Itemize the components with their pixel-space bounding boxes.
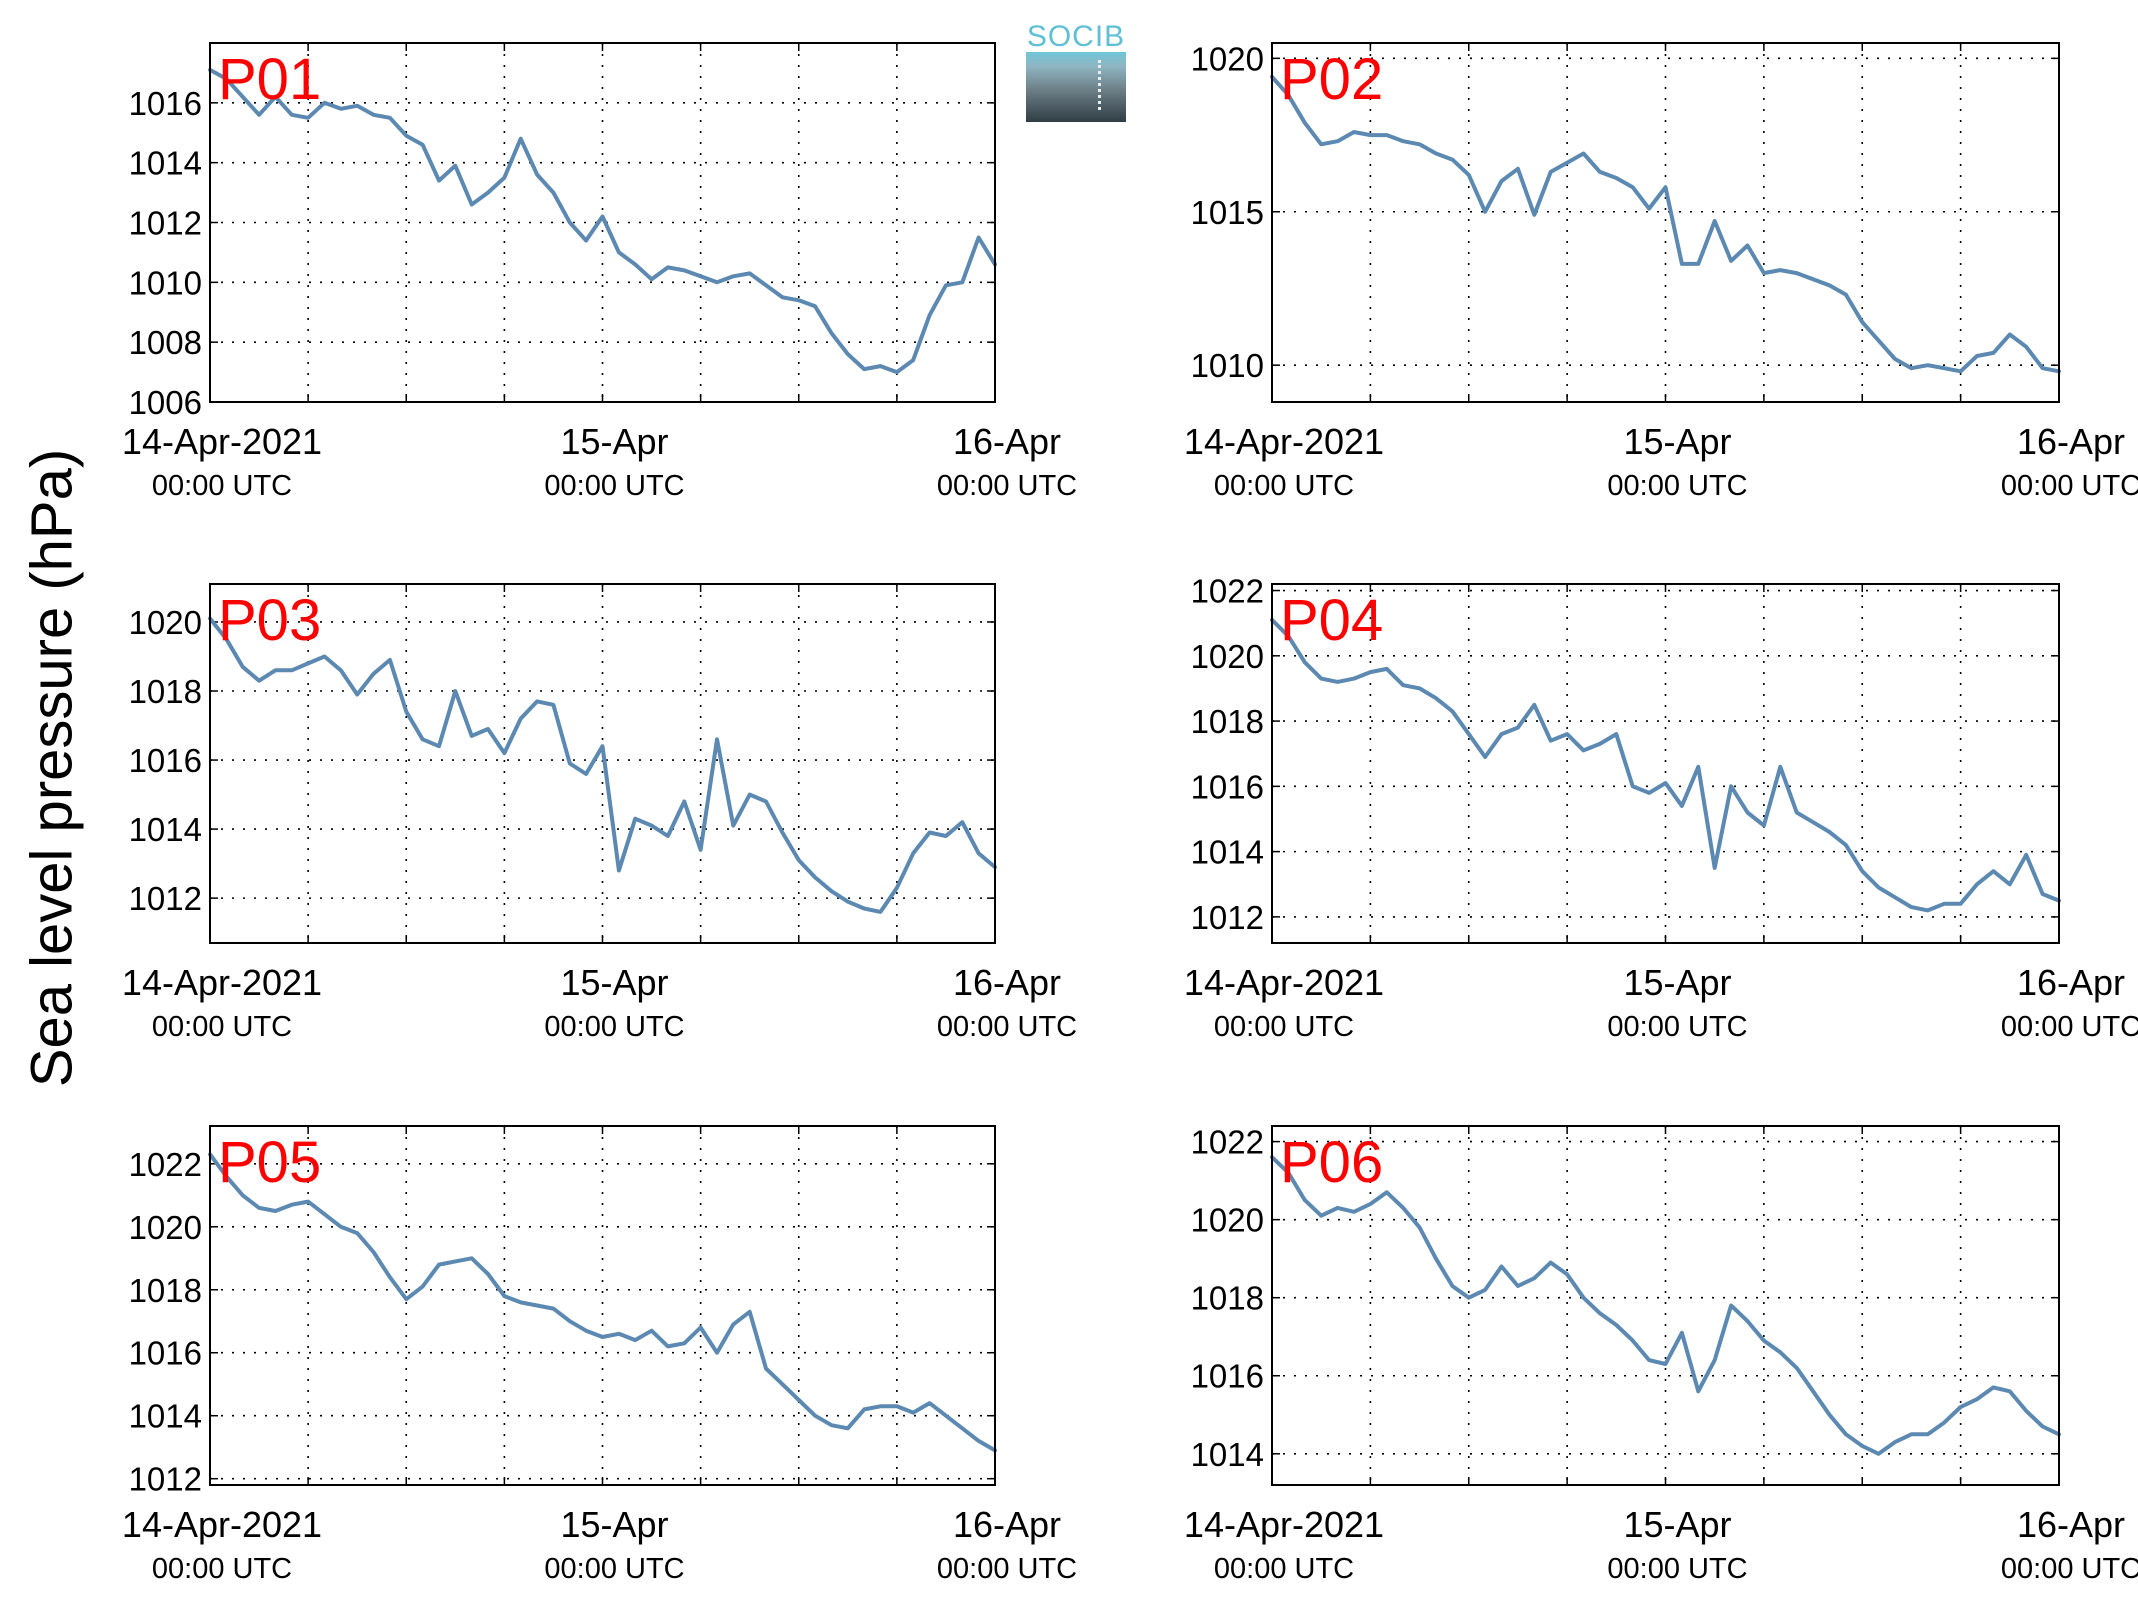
panel-p04: 1012 1014 1016 1018 1020 1022 P04 14-Apr-2021 00…	[1184, 573, 2138, 1043]
y-tick-label: 1012	[1191, 899, 1264, 936]
x-tick-label-time: 00:00 UTC	[1214, 1011, 1354, 1043]
x-tick-label-time: 00:00 UTC	[152, 1011, 292, 1043]
x-tick-label-time: 00:00 UTC	[544, 1011, 684, 1043]
station-label: P06	[1280, 1130, 1383, 1195]
y-tick-label: 1010	[129, 264, 202, 301]
x-tick-label-date: 15-Apr	[1623, 421, 1731, 462]
x-tick-label-date: 16-Apr	[2017, 962, 2125, 1003]
logo-text: SOCIB	[1026, 20, 1126, 53]
logo-graphic	[1026, 52, 1126, 122]
axes-frame	[209, 1125, 996, 1486]
x-tick-label-date: 15-Apr	[1623, 962, 1731, 1003]
x-tick-label-time: 00:00 UTC	[2001, 1553, 2138, 1585]
y-tick-label: 1014	[129, 1398, 202, 1435]
x-tick-label-time: 00:00 UTC	[1607, 1011, 1747, 1043]
x-tick-label-time: 00:00 UTC	[1607, 470, 1747, 502]
x-tick-label-time: 00:00 UTC	[937, 470, 1077, 502]
x-tick-label-time: 00:00 UTC	[937, 1011, 1077, 1043]
y-tick-label: 1020	[1191, 638, 1264, 675]
pressure-series-line	[208, 1152, 997, 1453]
x-tick-label-time: 00:00 UTC	[544, 1553, 684, 1585]
axes-frame	[209, 42, 996, 403]
axes-frame	[1271, 583, 2060, 944]
axes-frame	[209, 583, 996, 944]
pressure-series-line	[1270, 1155, 2061, 1456]
logo-dash	[1098, 60, 1101, 110]
x-tick-label-date: 14-Apr-2021	[1184, 1504, 1384, 1545]
pressure-series-line	[1270, 74, 2061, 374]
pressure-series-line	[208, 616, 997, 914]
y-tick-label: 1022	[1191, 1124, 1264, 1161]
y-tick-label: 1014	[129, 811, 202, 848]
x-tick-label-date: 15-Apr	[1623, 1504, 1731, 1545]
y-tick-label: 1012	[129, 205, 202, 242]
pressure-series-line	[208, 67, 997, 375]
y-tick-label: 1020	[1191, 40, 1264, 77]
y-tick-label: 1014	[129, 145, 202, 182]
y-tick-label: 1015	[1191, 194, 1264, 231]
socib-logo: SOCIB	[1026, 20, 1126, 122]
y-tick-label: 1016	[129, 742, 202, 779]
pressure-series-line	[1270, 617, 2061, 913]
x-tick-label-date: 16-Apr	[953, 962, 1061, 1003]
y-tick-label: 1012	[129, 1461, 202, 1498]
x-tick-label-time: 00:00 UTC	[2001, 470, 2138, 502]
y-tick-label: 1016	[129, 1335, 202, 1372]
panel-p05: 1012 1014 1016 1018 1020 1022 P05 14-Apr-2021 00…	[122, 1125, 1077, 1585]
station-label: P05	[218, 1130, 321, 1195]
panel-p06: 1014 1016 1018 1020 1022 P06 14-Apr-2021 00:00 …	[1184, 1124, 2138, 1585]
y-tick-label: 1014	[1191, 1436, 1264, 1473]
x-tick-label-date: 14-Apr-2021	[1184, 421, 1384, 462]
x-tick-label-date: 15-Apr	[560, 1504, 668, 1545]
x-tick-label-date: 16-Apr	[953, 1504, 1061, 1545]
y-tick-label: 1010	[1191, 347, 1264, 384]
y-tick-label: 1016	[1191, 1358, 1264, 1395]
y-tick-label: 1008	[129, 324, 202, 361]
x-tick-label-time: 00:00 UTC	[544, 470, 684, 502]
y-tick-label: 1022	[1191, 573, 1264, 610]
x-tick-label-date: 15-Apr	[560, 421, 668, 462]
x-tick-label-time: 00:00 UTC	[1214, 1553, 1354, 1585]
station-label: P02	[1280, 47, 1383, 112]
panel-p03: 1012 1014 1016 1018 1020 P03 14-Apr-2021 00:00 …	[122, 583, 1077, 1043]
x-tick-label-date: 14-Apr-2021	[1184, 962, 1384, 1003]
y-tick-label: 1020	[129, 1209, 202, 1246]
axes-frame	[1271, 1125, 2060, 1486]
station-label: P01	[218, 47, 321, 112]
panel-p01: 1006 1008 1010 1012 1014 1016 P01 14-Apr-2021 00…	[122, 42, 1077, 502]
x-tick-label-time: 00:00 UTC	[2001, 1011, 2138, 1043]
x-tick-label-date: 15-Apr	[560, 962, 668, 1003]
y-tick-label: 1022	[129, 1146, 202, 1183]
y-tick-label: 1020	[129, 604, 202, 641]
panel-p02: 1010 1015 1020 P02 14-Apr-2021 00:00 UTC 15-Ap…	[1184, 40, 2138, 502]
x-tick-label-time: 00:00 UTC	[152, 1553, 292, 1585]
x-tick-label-date: 16-Apr	[953, 421, 1061, 462]
y-tick-label: 1016	[1191, 768, 1264, 805]
y-tick-label: 1020	[1191, 1202, 1264, 1239]
y-tick-label: 1012	[129, 880, 202, 917]
y-tick-label: 1014	[1191, 834, 1264, 871]
x-tick-label-date: 14-Apr-2021	[122, 1504, 322, 1545]
y-tick-label: 1016	[129, 85, 202, 122]
x-tick-label-date: 14-Apr-2021	[122, 962, 322, 1003]
y-tick-label: 1018	[1191, 1280, 1264, 1317]
x-tick-label-time: 00:00 UTC	[152, 470, 292, 502]
x-tick-label-time: 00:00 UTC	[937, 1553, 1077, 1585]
y-tick-label: 1018	[129, 1272, 202, 1309]
x-tick-label-date: 16-Apr	[2017, 1504, 2125, 1545]
station-label: P03	[218, 588, 321, 653]
y-tick-label: 1018	[129, 673, 202, 710]
y-tick-label: 1006	[129, 384, 202, 421]
x-tick-label-date: 14-Apr-2021	[122, 421, 322, 462]
axes-frame	[1271, 42, 2060, 403]
x-tick-label-date: 16-Apr	[2017, 421, 2125, 462]
station-label: P04	[1280, 588, 1383, 653]
x-tick-label-time: 00:00 UTC	[1214, 470, 1354, 502]
y-tick-label: 1018	[1191, 703, 1264, 740]
x-tick-label-time: 00:00 UTC	[1607, 1553, 1747, 1585]
